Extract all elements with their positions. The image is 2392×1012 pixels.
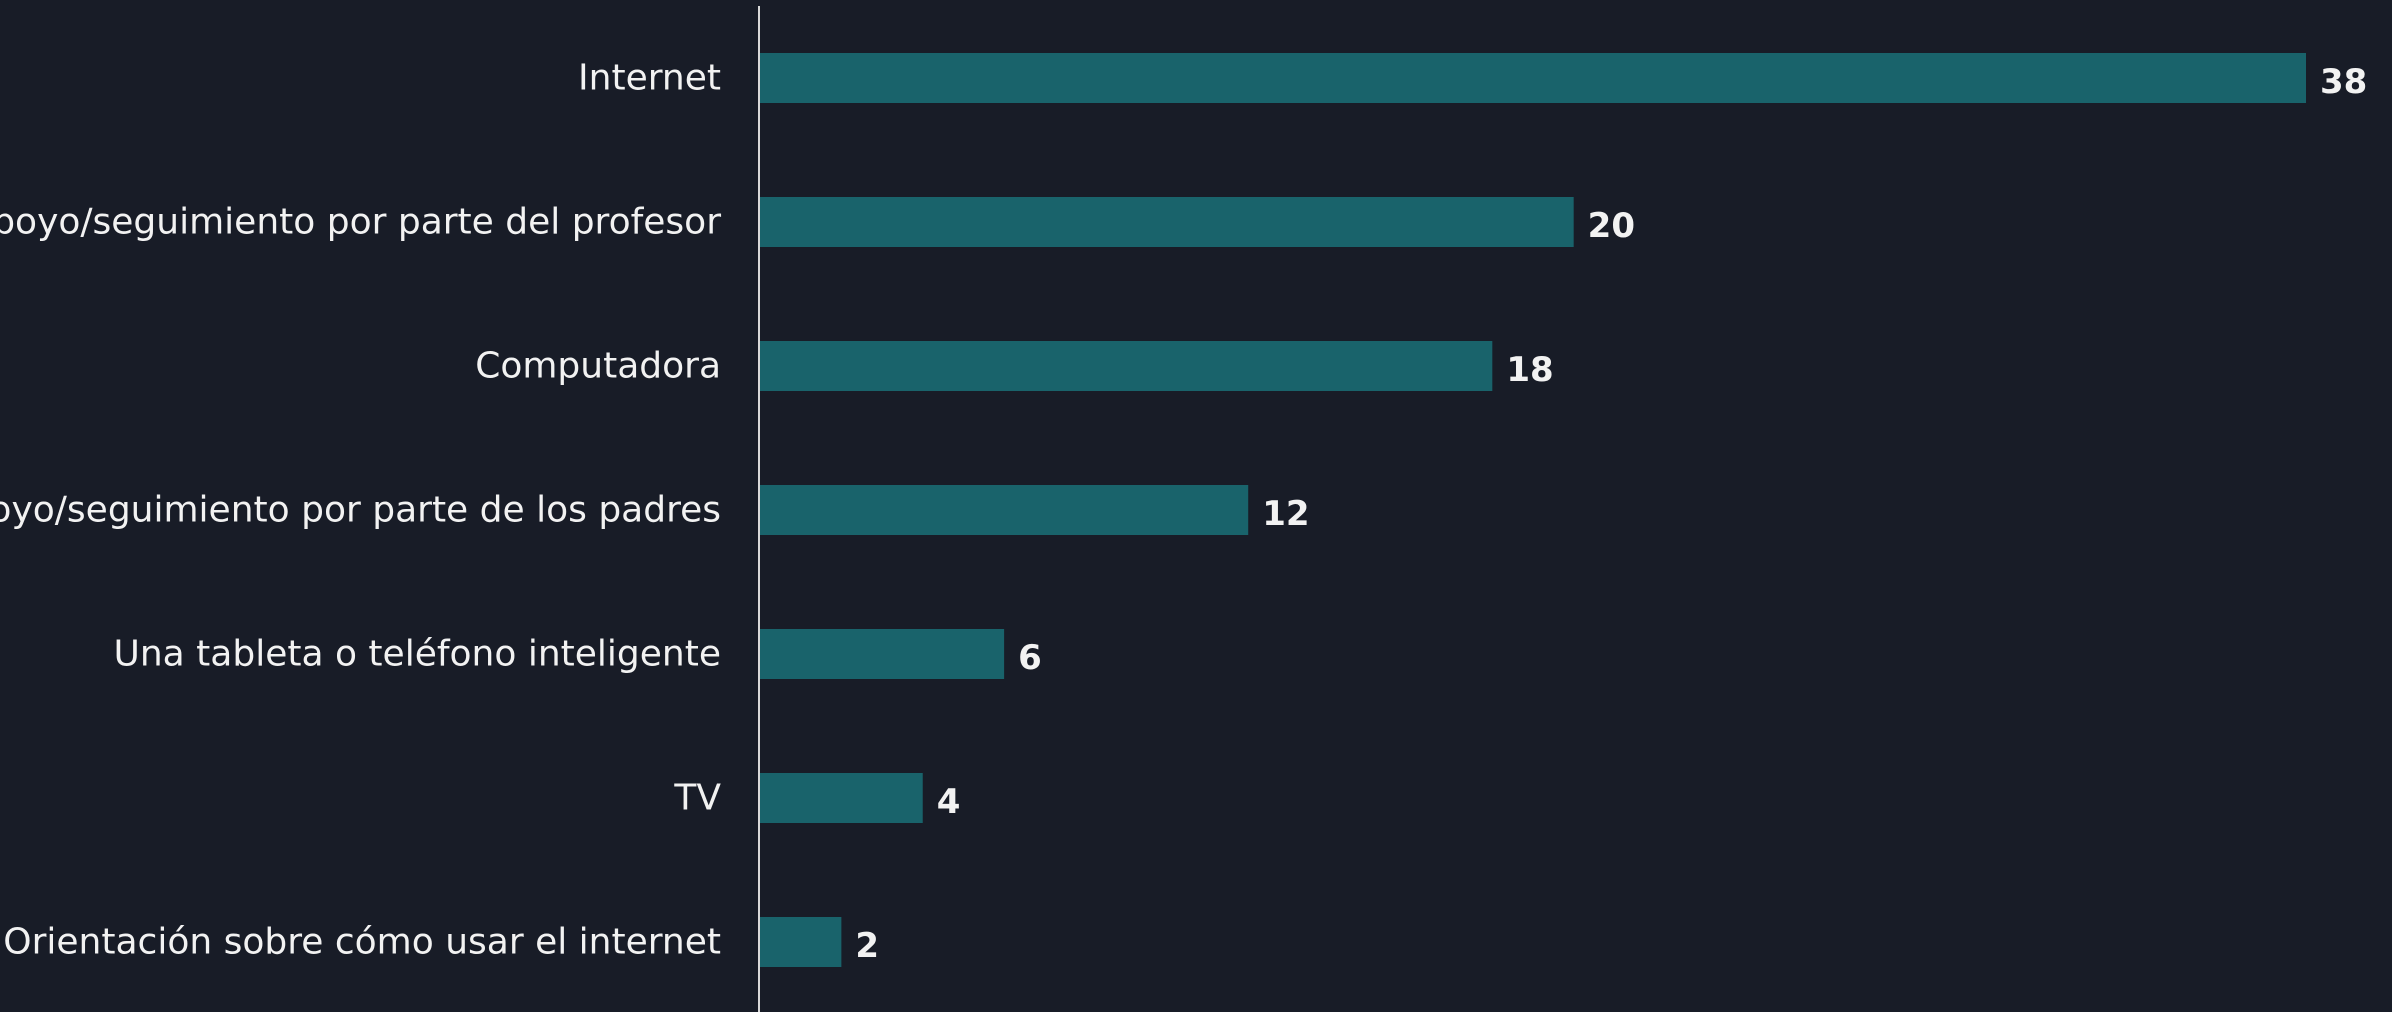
category-label: Internet bbox=[578, 58, 721, 99]
value-label: 20 bbox=[1588, 206, 1635, 246]
value-labels-group: 38 20 18 12 6 4 2 bbox=[855, 62, 2367, 966]
bars-group bbox=[760, 53, 2306, 967]
category-label: Computadora bbox=[475, 346, 721, 387]
bar bbox=[760, 53, 2306, 103]
bar bbox=[760, 917, 842, 967]
value-label: 2 bbox=[855, 926, 879, 966]
bar bbox=[760, 341, 1493, 391]
category-label: Una tableta o teléfono inteligente bbox=[114, 634, 722, 675]
value-label: 38 bbox=[2320, 62, 2367, 102]
category-label: Orientación sobre cómo usar el internet bbox=[3, 922, 721, 963]
category-label: Apoyo/seguimiento por parte del profesor bbox=[0, 202, 721, 243]
category-labels-group: Internet Apoyo/seguimiento por parte del … bbox=[0, 58, 721, 963]
category-label: TV bbox=[673, 778, 721, 819]
value-label: 12 bbox=[1262, 494, 1309, 534]
bar bbox=[760, 197, 1574, 247]
value-label: 18 bbox=[1506, 350, 1553, 390]
category-label: Apoyo/seguimiento por parte de los padre… bbox=[0, 490, 721, 531]
value-label: 6 bbox=[1018, 638, 1042, 678]
bar bbox=[760, 629, 1005, 679]
bar bbox=[760, 485, 1249, 535]
value-label: 4 bbox=[937, 782, 961, 822]
bar bbox=[760, 773, 923, 823]
